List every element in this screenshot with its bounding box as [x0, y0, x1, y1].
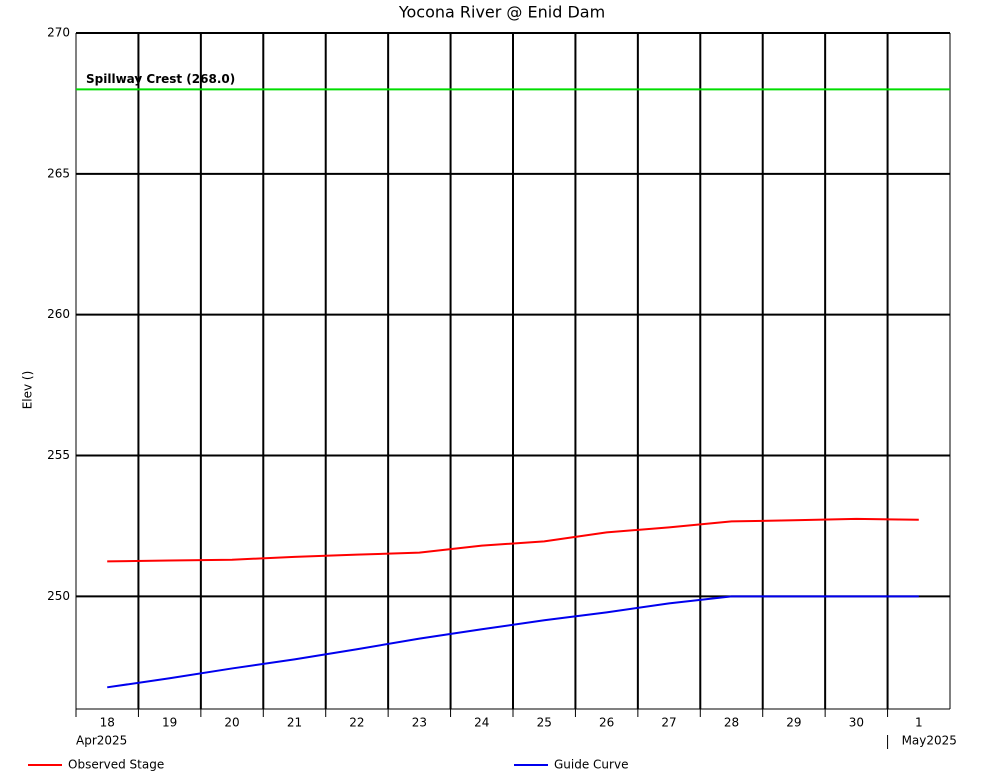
- y-axis-label: Elev (): [21, 371, 35, 410]
- x-tick-label: 18: [100, 716, 115, 730]
- x-tick-label: 29: [786, 716, 801, 730]
- series-line: [107, 517, 919, 563]
- series-line: [107, 595, 919, 689]
- x-tick-label: 23: [412, 716, 427, 730]
- x-tick-label: 25: [537, 716, 552, 730]
- x-tick-label: 20: [224, 716, 239, 730]
- x-tick-label: 26: [599, 716, 614, 730]
- y-tick-label: 270: [47, 26, 70, 40]
- x-tick-label: 21: [287, 716, 302, 730]
- y-tick-label: 260: [47, 307, 70, 321]
- x-tick-label: 30: [849, 716, 864, 730]
- y-tick-label: 255: [47, 448, 70, 462]
- x-tick-label: 22: [349, 716, 364, 730]
- x-tick-label: 19: [162, 716, 177, 730]
- legend-label: Guide Curve: [554, 758, 628, 772]
- month-label: May2025: [902, 734, 957, 748]
- y-tick-label: 265: [47, 166, 70, 180]
- x-tick-label: 24: [474, 716, 489, 730]
- x-tick-label: 27: [661, 716, 676, 730]
- y-tick-label: 250: [47, 589, 70, 603]
- x-tick-label: 1: [915, 716, 923, 730]
- chart-title: Yocona River @ Enid Dam: [398, 3, 605, 22]
- annotation: Spillway Crest (268.0): [86, 72, 235, 86]
- x-tick-label: 28: [724, 716, 739, 730]
- legend-label: Observed Stage: [68, 758, 164, 772]
- month-label: Apr2025: [76, 734, 127, 748]
